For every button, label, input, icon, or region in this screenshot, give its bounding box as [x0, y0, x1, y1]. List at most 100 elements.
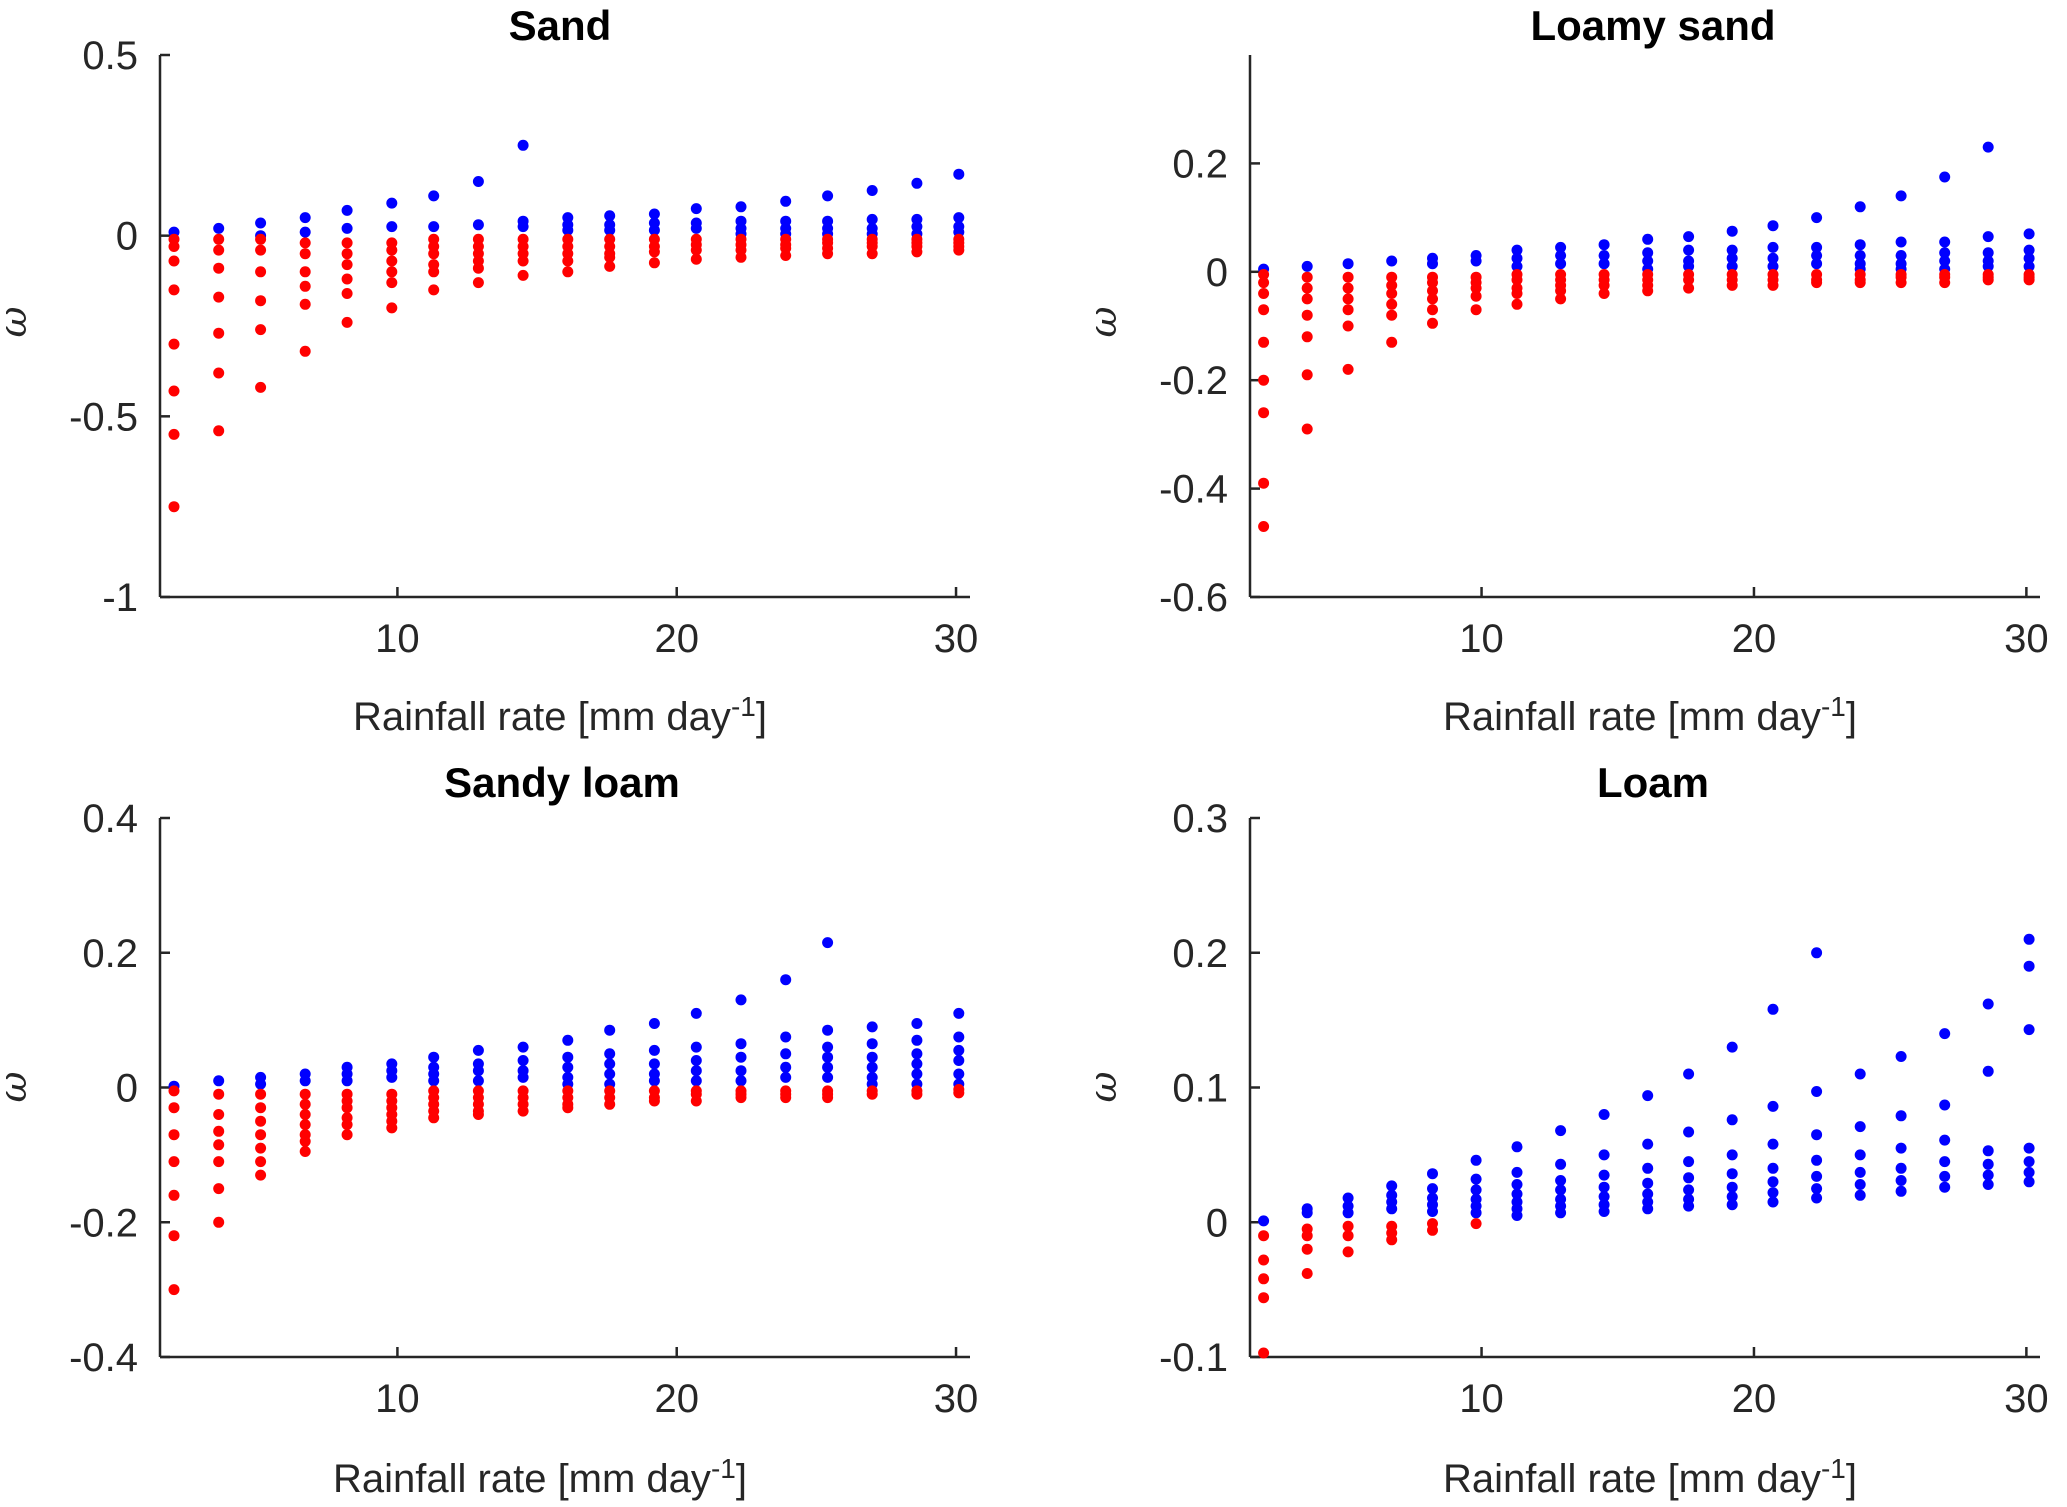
negative-point — [255, 233, 267, 245]
positive-point — [213, 1075, 225, 1087]
positive-point — [2023, 260, 2035, 272]
positive-point — [2023, 228, 2035, 240]
negative-point — [299, 1098, 311, 1110]
positive-point — [1301, 1207, 1313, 1219]
negative-point — [562, 1102, 574, 1114]
negative-point — [1598, 279, 1610, 291]
negative-point — [213, 1109, 225, 1120]
positive-point — [1895, 1110, 1907, 1122]
positive-point — [1342, 1207, 1354, 1219]
negative-point — [213, 367, 225, 379]
negative-point — [213, 327, 225, 339]
negative-point — [1258, 477, 1270, 489]
positive-point — [1982, 141, 1994, 153]
positive-point — [1895, 1175, 1907, 1186]
negative-point — [953, 244, 965, 256]
positive-point — [1895, 1142, 1907, 1154]
positive-point — [866, 1051, 878, 1063]
negative-point — [168, 1189, 180, 1201]
positive-point — [1895, 1051, 1907, 1062]
positive-point — [1767, 220, 1779, 232]
positive-point — [472, 1065, 484, 1077]
negative-point — [648, 246, 660, 258]
positive-point — [517, 1071, 529, 1083]
positive-point — [1939, 1028, 1951, 1040]
positive-point — [690, 1065, 702, 1077]
positive-point — [735, 201, 747, 213]
positive-point — [648, 1044, 660, 1056]
positive-point — [1470, 1154, 1482, 1166]
positive-point — [822, 1024, 834, 1036]
positive-point — [1726, 1191, 1738, 1203]
negative-point — [1470, 1218, 1482, 1230]
panel-title: Loamy sand — [1530, 2, 1775, 49]
negative-point — [428, 266, 440, 278]
negative-point — [213, 425, 225, 437]
negative-point — [1342, 1246, 1354, 1258]
positive-point — [1939, 236, 1951, 248]
positive-point — [690, 203, 702, 215]
positive-point — [911, 1018, 923, 1029]
negative-point — [1470, 290, 1482, 302]
positive-point — [299, 1075, 311, 1087]
positive-point — [953, 168, 965, 180]
positive-point — [1598, 1181, 1610, 1193]
negative-point — [168, 338, 180, 350]
negative-point — [648, 1095, 660, 1107]
positive-point — [1982, 231, 1994, 243]
negative-point — [255, 1169, 267, 1181]
positive-point — [1982, 1169, 1994, 1181]
negative-point — [386, 302, 398, 314]
positive-point — [1598, 1109, 1610, 1120]
positive-point — [1982, 1179, 1994, 1190]
x-tick-label: 10 — [1459, 1377, 1504, 1421]
positive-point — [1767, 252, 1779, 264]
negative-point — [1301, 331, 1313, 343]
positive-point — [690, 222, 702, 234]
negative-point — [1767, 279, 1779, 291]
negative-point — [341, 248, 353, 260]
panel-title: Sand — [509, 2, 612, 49]
positive-point — [1726, 1149, 1738, 1161]
positive-point — [780, 1071, 792, 1083]
negative-point — [1470, 304, 1482, 316]
negative-point — [604, 260, 616, 272]
negative-point — [213, 291, 225, 303]
x-tick-label: 20 — [1732, 1377, 1777, 1421]
negative-point — [1342, 271, 1354, 283]
positive-point — [1642, 233, 1654, 245]
positive-point — [822, 937, 834, 949]
positive-point — [735, 994, 747, 1006]
positive-point — [1854, 1121, 1866, 1133]
y-tick-label: 0 — [1206, 251, 1228, 295]
negative-point — [1386, 288, 1398, 299]
positive-point — [1811, 1129, 1823, 1141]
positive-point — [1642, 255, 1654, 267]
y-tick-label: -0.2 — [69, 1201, 138, 1245]
negative-point — [1555, 285, 1567, 297]
positive-point — [299, 226, 311, 238]
positive-point — [1342, 1192, 1354, 1204]
negative-point — [1301, 369, 1313, 381]
negative-point — [213, 1125, 225, 1137]
positive-point — [866, 185, 878, 196]
negative-point — [386, 266, 398, 278]
positive-point — [1555, 1125, 1567, 1137]
negative-point — [690, 1095, 702, 1107]
negative-point — [168, 1102, 180, 1114]
negative-point — [213, 262, 225, 274]
negative-point — [213, 1088, 225, 1100]
y-tick-label: 0 — [116, 1067, 138, 1111]
negative-point — [299, 1119, 311, 1131]
positive-point — [822, 1041, 834, 1053]
y-tick-label: -0.6 — [1159, 576, 1228, 620]
positive-point — [1939, 1099, 1951, 1111]
negative-point — [1511, 274, 1523, 286]
positive-point — [1427, 1206, 1438, 1217]
positive-point — [1854, 1149, 1866, 1161]
negative-point — [299, 1135, 311, 1147]
positive-point — [213, 222, 225, 234]
positive-point — [1642, 1090, 1654, 1102]
positive-point — [1555, 250, 1567, 261]
positive-point — [1386, 255, 1398, 267]
